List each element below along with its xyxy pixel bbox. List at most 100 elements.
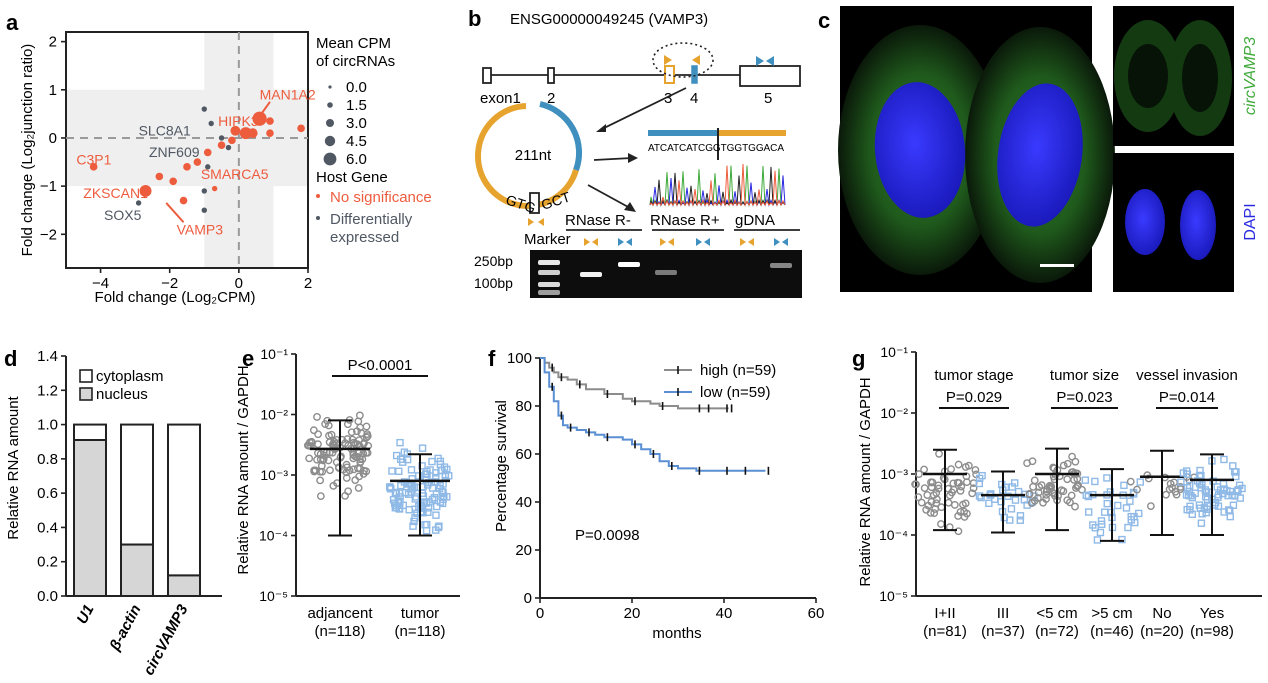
y-tick-label: −2 bbox=[40, 226, 57, 243]
data-point bbox=[1162, 490, 1170, 499]
primer-icon bbox=[696, 238, 702, 246]
data-point bbox=[203, 148, 212, 157]
panel-f-ylabel: Percentage survival bbox=[493, 400, 510, 532]
y-tick-label: 100 bbox=[507, 350, 532, 367]
data-point bbox=[351, 476, 360, 485]
data-point bbox=[405, 506, 413, 514]
data-point bbox=[211, 185, 218, 192]
data-point bbox=[1224, 491, 1232, 500]
annotation-label: HIPK3 bbox=[218, 113, 259, 129]
data-point bbox=[193, 158, 202, 166]
data-point bbox=[1089, 521, 1097, 529]
data-point bbox=[443, 493, 451, 501]
data-point bbox=[217, 141, 226, 149]
data-point bbox=[1144, 474, 1153, 483]
junction-right: GCT bbox=[539, 188, 572, 212]
y-tick-label: 80 bbox=[515, 398, 532, 415]
annotation-label: C3P1 bbox=[76, 151, 111, 167]
chromatogram-trace bbox=[649, 164, 786, 207]
data-point bbox=[363, 432, 372, 440]
data-point bbox=[201, 207, 207, 213]
dapi-nucleus-right bbox=[1180, 190, 1216, 260]
primer-icon bbox=[626, 238, 632, 246]
data-point bbox=[228, 136, 236, 145]
gel-image bbox=[530, 250, 802, 298]
data-point bbox=[953, 478, 962, 487]
data-point bbox=[316, 492, 325, 501]
bar-cytoplasm bbox=[73, 423, 107, 442]
seq-bar-blue bbox=[648, 130, 718, 136]
data-point bbox=[1126, 477, 1135, 486]
data-point bbox=[309, 426, 318, 435]
data-point bbox=[917, 498, 926, 507]
panel-b: b ENSG00000049245 (VAMP3) exon1 2 3 4 5 … bbox=[468, 6, 802, 298]
primer-icon bbox=[774, 238, 780, 246]
gel-marker: Marker bbox=[524, 231, 571, 248]
panel-a-xlabel: Fold change (Log₂CPM) bbox=[95, 289, 256, 306]
group-n: (n=46) bbox=[1090, 623, 1134, 640]
gel-header-gdna: gDNA bbox=[735, 212, 775, 229]
data-point bbox=[931, 505, 940, 513]
gel-bands bbox=[538, 260, 792, 295]
circularized-exons-ellipse bbox=[652, 42, 714, 78]
size-legend-label: 3.0 bbox=[346, 115, 367, 132]
data-point bbox=[1096, 528, 1105, 537]
group-n: (n=81) bbox=[923, 623, 967, 640]
panel-a-ylabel: Fold change (Log₂junction ratio) bbox=[19, 44, 36, 257]
gel-primer-icons bbox=[584, 238, 788, 246]
data-point bbox=[357, 429, 366, 437]
comparison-title: tumor size bbox=[1050, 367, 1119, 384]
arrow-to-sequence bbox=[593, 157, 633, 161]
data-point bbox=[975, 479, 983, 488]
data-point bbox=[1059, 461, 1068, 470]
data-point bbox=[1030, 476, 1039, 485]
panel-g-letter: g bbox=[852, 346, 865, 371]
data-point bbox=[1014, 487, 1023, 496]
data-point bbox=[435, 484, 444, 493]
annotation-label: ZNF609 bbox=[149, 144, 200, 160]
data-point bbox=[1011, 496, 1020, 504]
data-point bbox=[422, 526, 431, 535]
size-legend-label: 4.5 bbox=[346, 133, 367, 150]
data-point bbox=[969, 484, 978, 493]
data-point bbox=[411, 514, 419, 522]
data-point bbox=[402, 488, 410, 497]
data-point bbox=[317, 461, 326, 470]
x-tick-label: 40 bbox=[716, 605, 733, 622]
pvalue-label: P<0.0001 bbox=[348, 357, 413, 374]
legend-cytoplasm: cytoplasm bbox=[96, 368, 164, 385]
x-tick-label: −2 bbox=[161, 275, 178, 292]
panel-a-frame bbox=[65, 31, 309, 269]
primer-icon bbox=[592, 238, 598, 246]
y-tick-label: 60 bbox=[515, 446, 532, 463]
data-point bbox=[1091, 477, 1099, 486]
y-tick-label: 10⁻³ bbox=[260, 467, 288, 483]
data-point bbox=[430, 494, 439, 502]
data-point bbox=[418, 444, 427, 452]
data-point bbox=[934, 481, 943, 490]
data-point bbox=[971, 466, 980, 474]
data-point bbox=[1196, 504, 1205, 512]
y-tick-label: 10⁻⁵ bbox=[259, 588, 288, 604]
data-point bbox=[956, 486, 965, 495]
gel-band bbox=[538, 282, 560, 287]
data-point bbox=[950, 501, 959, 509]
circrna-length: 211nt bbox=[515, 147, 552, 164]
data-point bbox=[355, 472, 364, 481]
exon-5-box bbox=[739, 65, 801, 87]
primer-icon bbox=[782, 238, 788, 246]
panel-a-color-legend: Host Gene No significance Differentially… bbox=[316, 169, 432, 246]
sequence-text: ATCATCATCGGTGGTGGACA bbox=[648, 143, 784, 154]
y-tick-label: 0 bbox=[49, 130, 57, 147]
y-tick-label: 0.4 bbox=[37, 519, 58, 536]
bar-nucleus bbox=[120, 543, 154, 597]
gel-band bbox=[538, 290, 560, 295]
y-tick-label: 0 bbox=[524, 590, 532, 607]
data-point bbox=[397, 481, 405, 490]
x-category-label: U1 bbox=[74, 602, 98, 627]
data-point bbox=[436, 457, 445, 466]
data-point bbox=[1068, 452, 1076, 461]
x-category-label: circVAMP3 bbox=[140, 601, 192, 678]
primer-icon bbox=[740, 238, 746, 246]
